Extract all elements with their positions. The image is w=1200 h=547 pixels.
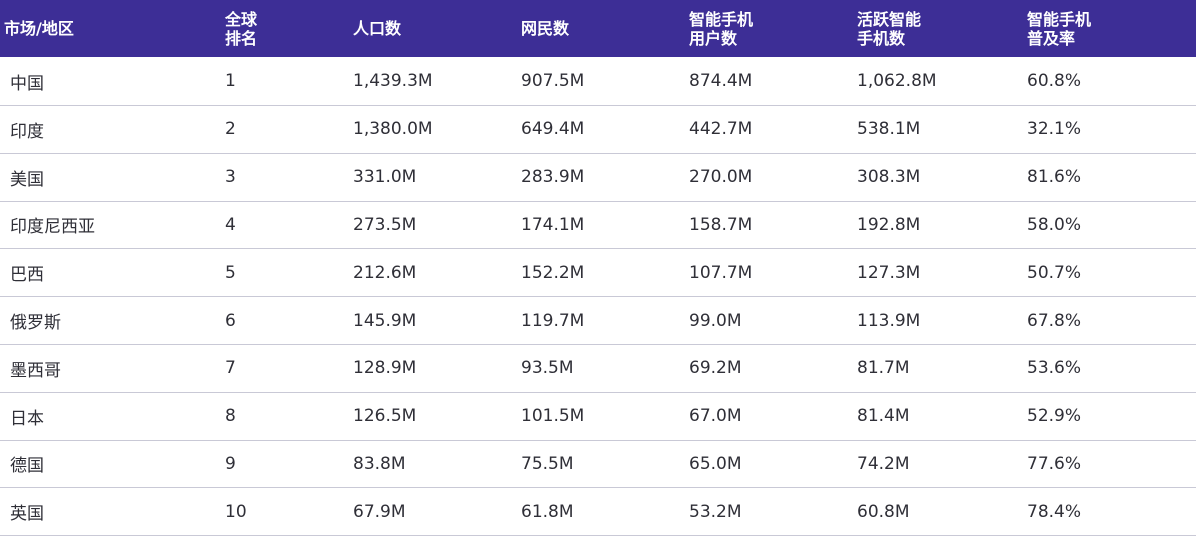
cell-population: 273.5M xyxy=(353,214,417,235)
table-row: 德国 9 83.8M 75.5M 65.0M 74.2M 77.6% xyxy=(0,441,1196,489)
cell-active-smartphones: 81.7M xyxy=(857,358,910,379)
cell-population: 128.9M xyxy=(353,358,417,379)
header-active-smartphones: 活跃智能 手机数 xyxy=(857,9,922,48)
cell-market: 俄罗斯 xyxy=(10,313,61,334)
cell-active-smartphones: 81.4M xyxy=(857,406,910,427)
header-global-rank: 全球 排名 xyxy=(225,9,258,48)
cell-smartphone-penetration: 77.6% xyxy=(1027,453,1082,474)
cell-global-rank: 2 xyxy=(225,119,236,140)
table-row: 印度 2 1,380.0M 649.4M 442.7M 538.1M 32.1% xyxy=(0,106,1196,154)
cell-market: 德国 xyxy=(10,456,44,477)
cell-global-rank: 8 xyxy=(225,406,236,427)
table-header: 市场/地区 全球 排名 人口数 网民数 智能手机 用户数 活跃智能 手机数 xyxy=(0,0,1196,57)
cell-population: 331.0M xyxy=(353,167,417,188)
cell-smartphone-penetration: 60.8% xyxy=(1027,71,1082,91)
cell-internet-users: 283.9M xyxy=(521,167,585,188)
cell-market: 印度 xyxy=(10,121,44,142)
cell-smartphone-users: 107.7M xyxy=(689,262,753,283)
cell-active-smartphones: 127.3M xyxy=(857,262,921,283)
table-row: 中国 1 1,439.3M 907.5M 874.4M 1,062.8M 60.8% xyxy=(0,57,1196,106)
cell-internet-users: 907.5M xyxy=(521,71,585,91)
cell-internet-users: 61.8M xyxy=(521,501,574,522)
cell-global-rank: 3 xyxy=(225,167,236,188)
table-row: 墨西哥 7 128.9M 93.5M 69.2M 81.7M 53.6% xyxy=(0,345,1196,393)
cell-global-rank: 10 xyxy=(225,501,247,522)
cell-internet-users: 649.4M xyxy=(521,119,585,140)
cell-smartphone-penetration: 81.6% xyxy=(1027,167,1082,188)
cell-global-rank: 1 xyxy=(225,71,236,91)
cell-market: 巴西 xyxy=(10,265,44,286)
cell-population: 67.9M xyxy=(353,501,406,522)
cell-market: 英国 xyxy=(10,504,44,525)
cell-smartphone-penetration: 52.9% xyxy=(1027,406,1082,427)
cell-active-smartphones: 60.8M xyxy=(857,501,910,522)
cell-smartphone-users: 158.7M xyxy=(689,214,753,235)
smartphone-stats-table: 市场/地区 全球 排名 人口数 网民数 智能手机 用户数 活跃智能 手机数 xyxy=(0,0,1196,537)
cell-smartphone-users: 69.2M xyxy=(689,358,742,379)
cell-market: 中国 xyxy=(10,73,44,94)
cell-smartphone-users: 874.4M xyxy=(689,71,753,91)
cell-active-smartphones: 74.2M xyxy=(857,453,910,474)
cell-smartphone-penetration: 50.7% xyxy=(1027,262,1082,283)
cell-global-rank: 4 xyxy=(225,214,236,235)
cell-global-rank: 7 xyxy=(225,358,236,379)
cell-smartphone-users: 99.0M xyxy=(689,310,742,331)
table-body: 中国 1 1,439.3M 907.5M 874.4M 1,062.8M 60.8% 印度 2 1… xyxy=(0,57,1196,537)
cell-smartphone-users: 442.7M xyxy=(689,119,753,140)
cell-population: 212.6M xyxy=(353,262,417,283)
table-row: 日本 8 126.5M 101.5M 67.0M 81.4M 52.9% xyxy=(0,393,1196,441)
cell-internet-users: 152.2M xyxy=(521,262,585,283)
cell-smartphone-penetration: 67.8% xyxy=(1027,310,1082,331)
cell-smartphone-users: 65.0M xyxy=(689,453,742,474)
cell-active-smartphones: 308.3M xyxy=(857,167,921,188)
header-smartphone-users: 智能手机 用户数 xyxy=(689,9,754,48)
cell-smartphone-penetration: 32.1% xyxy=(1027,119,1082,140)
header-population: 人口数 xyxy=(353,19,402,38)
cell-active-smartphones: 538.1M xyxy=(857,119,921,140)
cell-global-rank: 6 xyxy=(225,310,236,331)
cell-active-smartphones: 113.9M xyxy=(857,310,921,331)
cell-global-rank: 9 xyxy=(225,453,236,474)
cell-internet-users: 119.7M xyxy=(521,310,585,331)
table-row: 美国 3 331.0M 283.9M 270.0M 308.3M 81.6% xyxy=(0,154,1196,202)
table-row: 印度尼西亚 4 273.5M 174.1M 158.7M 192.8M 58.0% xyxy=(0,202,1196,250)
cell-internet-users: 101.5M xyxy=(521,406,585,427)
cell-smartphone-users: 67.0M xyxy=(689,406,742,427)
cell-internet-users: 174.1M xyxy=(521,214,585,235)
header-smartphone-penetration: 智能手机 普及率 xyxy=(1027,9,1092,48)
cell-market: 墨西哥 xyxy=(10,360,61,381)
table-row: 英国 10 67.9M 61.8M 53.2M 60.8M 78.4% xyxy=(0,488,1196,537)
header-market: 市场/地区 xyxy=(4,19,74,38)
cell-population: 83.8M xyxy=(353,453,406,474)
cell-population: 145.9M xyxy=(353,310,417,331)
cell-global-rank: 5 xyxy=(225,262,236,283)
cell-smartphone-users: 270.0M xyxy=(689,167,753,188)
cell-market: 美国 xyxy=(10,169,44,190)
cell-population: 1,380.0M xyxy=(353,119,433,140)
cell-smartphone-penetration: 58.0% xyxy=(1027,214,1082,235)
cell-smartphone-penetration: 53.6% xyxy=(1027,358,1082,379)
cell-smartphone-users: 53.2M xyxy=(689,501,742,522)
cell-market: 印度尼西亚 xyxy=(10,217,95,238)
cell-smartphone-penetration: 78.4% xyxy=(1027,501,1082,522)
cell-active-smartphones: 1,062.8M xyxy=(857,71,937,91)
cell-active-smartphones: 192.8M xyxy=(857,214,921,235)
cell-population: 126.5M xyxy=(353,406,417,427)
header-internet-users: 网民数 xyxy=(521,19,570,38)
cell-internet-users: 75.5M xyxy=(521,453,574,474)
table-row: 俄罗斯 6 145.9M 119.7M 99.0M 113.9M 67.8% xyxy=(0,297,1196,345)
cell-population: 1,439.3M xyxy=(353,71,433,91)
cell-market: 日本 xyxy=(10,408,44,429)
cell-internet-users: 93.5M xyxy=(521,358,574,379)
table-row: 巴西 5 212.6M 152.2M 107.7M 127.3M 50.7% xyxy=(0,249,1196,298)
